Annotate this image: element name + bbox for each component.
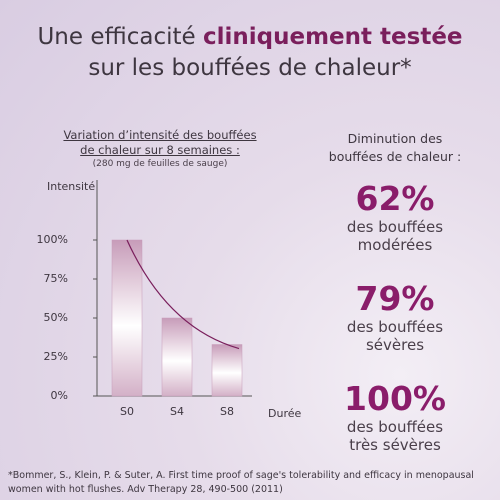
- y-tick-label: 50%: [44, 311, 68, 324]
- stat-text: des bouffées: [346, 418, 444, 436]
- footnote: *Bommer, S., Klein, P. & Suter, A. First…: [8, 470, 474, 495]
- stat-text: modérées: [357, 236, 433, 254]
- stat-value: 79%: [355, 279, 435, 318]
- x-tick-label: S4: [170, 405, 184, 418]
- x-tick-label: S0: [120, 405, 134, 418]
- y-tick-label: 25%: [44, 350, 68, 363]
- stat-value: 100%: [344, 379, 446, 418]
- stat-text: des bouffées: [346, 218, 444, 236]
- x-axis-label: Durée: [268, 407, 301, 420]
- title-bold: cliniquement testée: [203, 24, 463, 50]
- bar: [161, 317, 193, 397]
- chart-subtitle: (280 mg de feuilles de sauge): [92, 159, 228, 169]
- x-tick-label: S8: [220, 405, 234, 418]
- chart-title: Variation d’intensité des bouffées de ch…: [63, 128, 257, 157]
- title: Une efficacité cliniquement testée sur le…: [0, 22, 500, 84]
- stat-heading: Diminution des: [347, 131, 443, 146]
- stat-text: très sévères: [349, 436, 441, 454]
- stats: Diminution des bouffées de chaleur :62% de…: [300, 130, 490, 454]
- stat-text: des bouffées: [346, 318, 444, 336]
- y-tick-label: 0%: [51, 389, 68, 402]
- bar: [111, 239, 143, 397]
- title-line2: sur les bouffées de chaleur*: [88, 55, 412, 81]
- stat-heading: bouffées de chaleur :: [328, 149, 462, 164]
- trend-line: [126, 239, 240, 350]
- y-tick-label: 75%: [44, 272, 68, 285]
- plot: 0% 25% 50% 75% 100% S0 S4 S8: [37, 233, 243, 418]
- stat-value: 62%: [355, 179, 435, 218]
- title-start: Une efficacité: [37, 24, 196, 50]
- bar: [211, 344, 243, 397]
- stat-text: sévères: [365, 336, 425, 354]
- chart: Intensité Durée 0% 25% 50% 75% 100% S0 S4 S8: [37, 180, 301, 420]
- y-axis-label: Intensité: [47, 180, 95, 193]
- y-tick-label: 100%: [37, 233, 68, 246]
